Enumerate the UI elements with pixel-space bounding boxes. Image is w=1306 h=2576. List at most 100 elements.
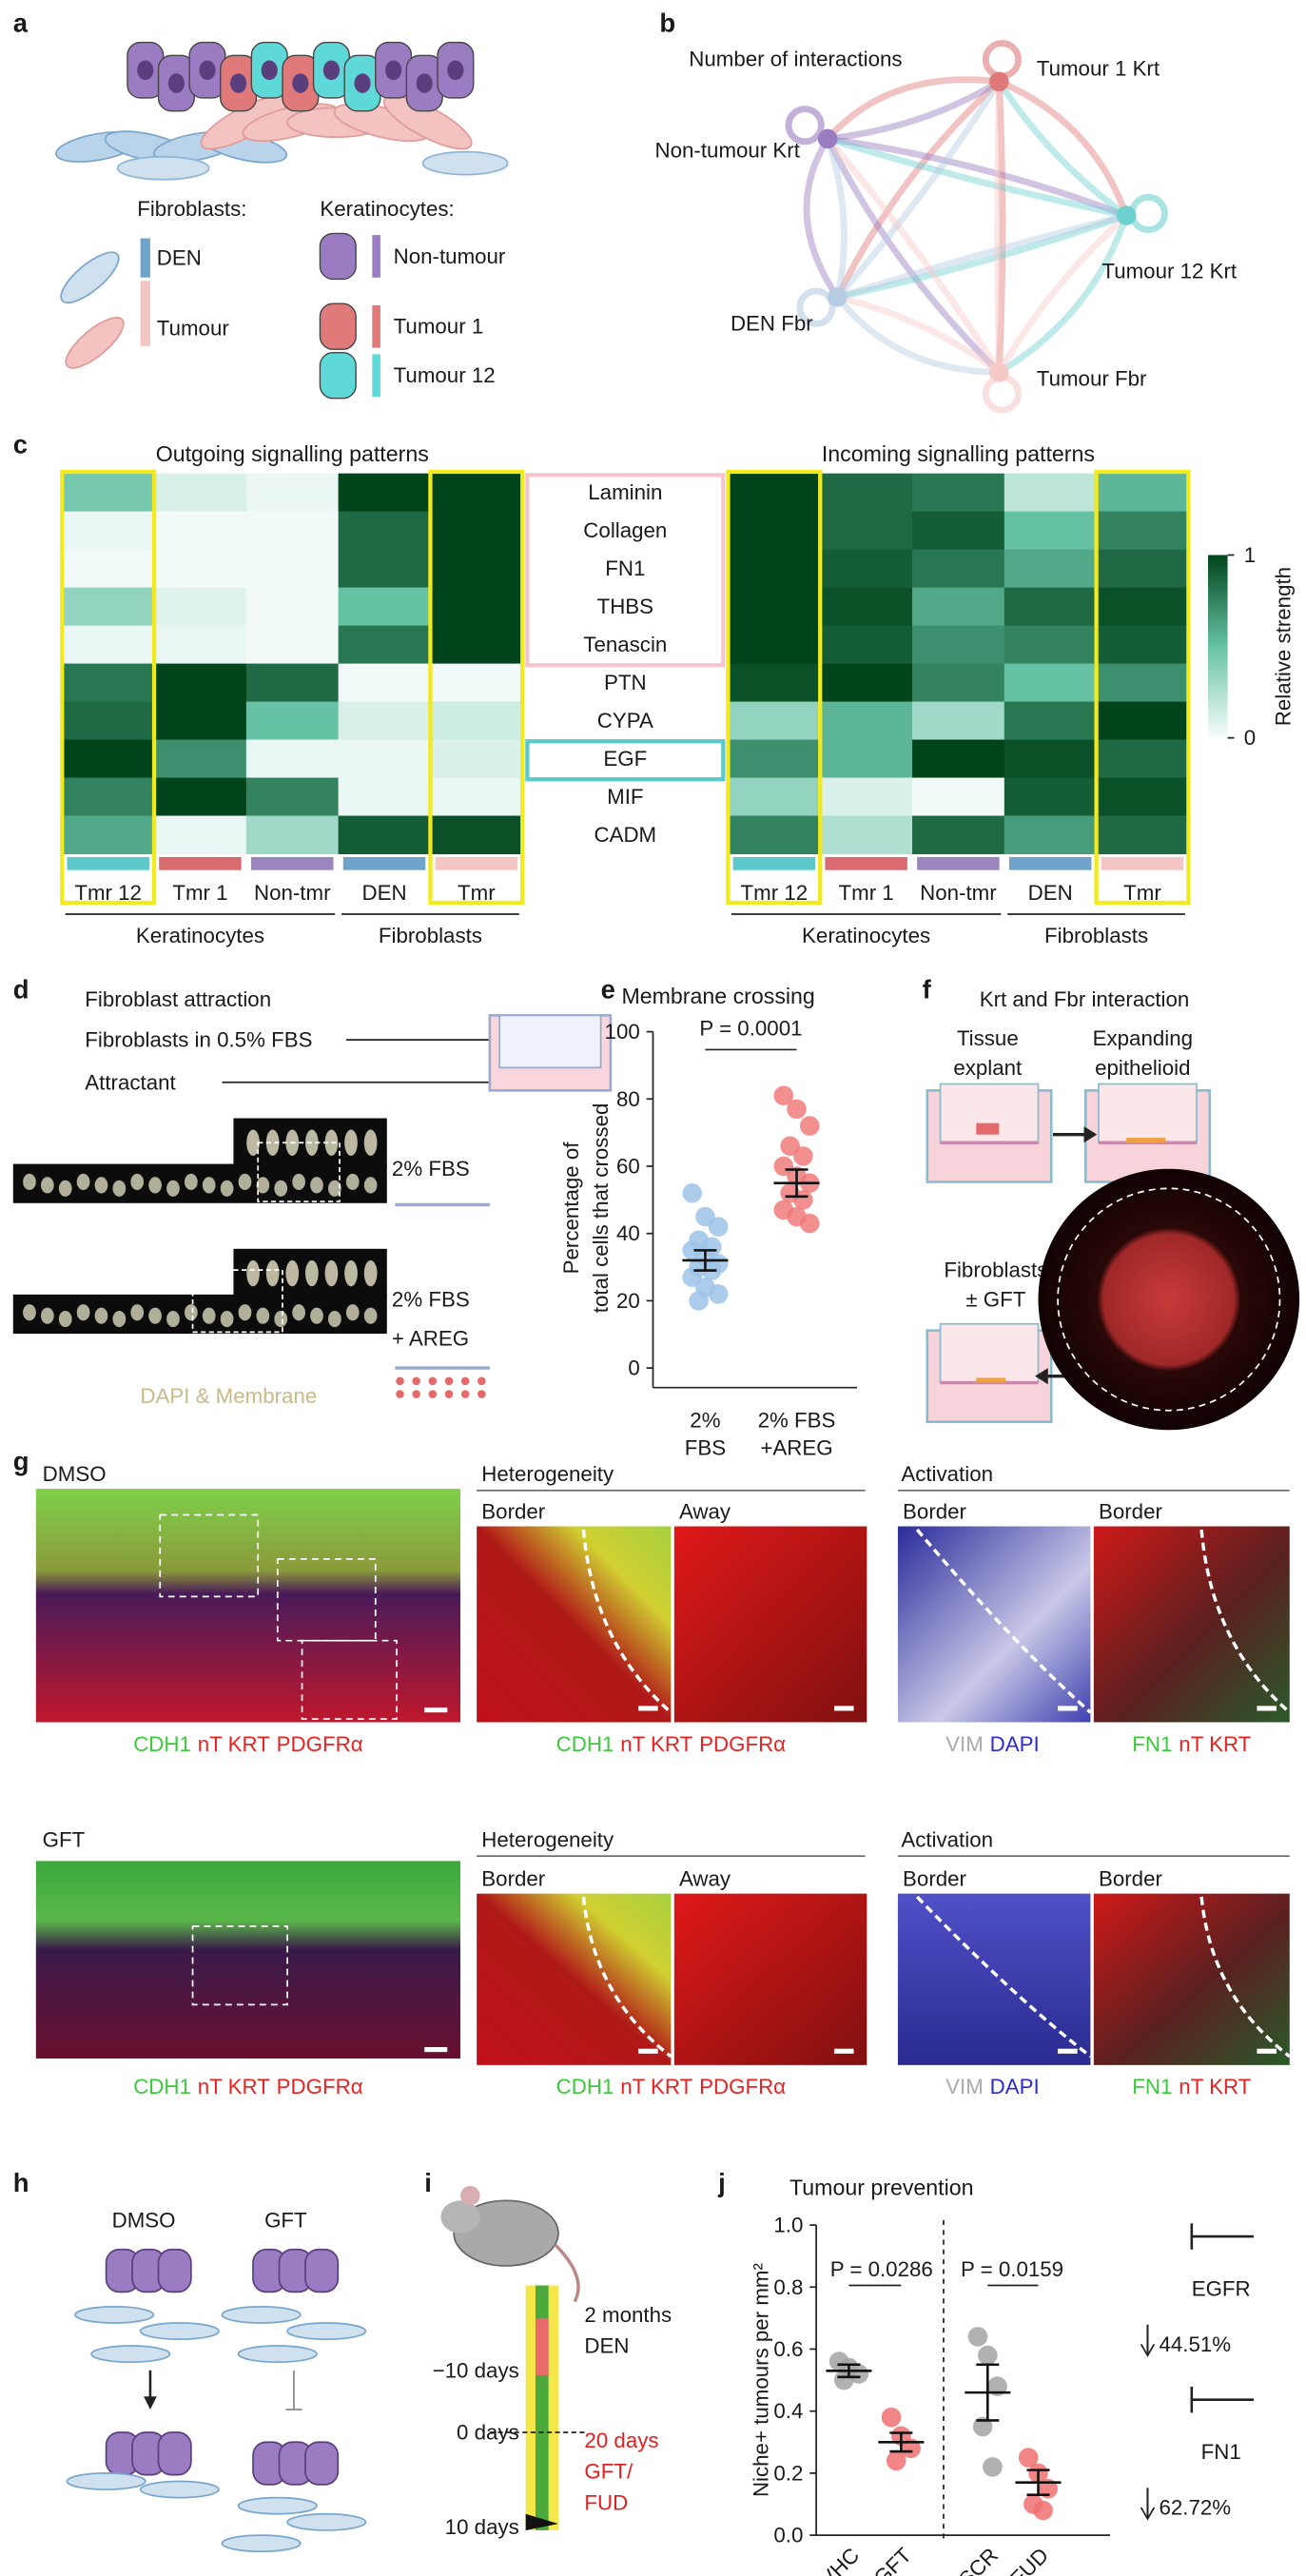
y-tick-label: 0.4 xyxy=(773,2399,803,2423)
interaction-edge xyxy=(994,81,1003,373)
label: GFT xyxy=(43,1828,86,1852)
attractant-dot xyxy=(460,1390,470,1398)
nucleus xyxy=(166,1180,180,1197)
mouse-tail xyxy=(554,2243,580,2303)
heatmap-cell xyxy=(728,777,821,817)
heatmap-cell xyxy=(245,777,340,817)
nucleus xyxy=(310,1177,323,1194)
micrograph xyxy=(35,1861,461,2059)
heatmap-cell xyxy=(728,625,821,665)
panel-label: c xyxy=(13,429,28,459)
colorbar-tick-label: 1 xyxy=(1244,543,1256,567)
heatmap-cell xyxy=(154,701,247,741)
interaction-edge xyxy=(995,81,1006,373)
heatmap-cell xyxy=(62,739,155,779)
data-point xyxy=(793,1146,813,1166)
x-tick-label: VHC xyxy=(815,2543,864,2576)
interaction-edge xyxy=(997,78,1130,217)
interaction-edge xyxy=(803,137,841,300)
cell xyxy=(261,60,278,81)
cell xyxy=(137,60,154,81)
stain-caption: VIM DAPI xyxy=(945,2075,1040,2098)
heatmap-cell xyxy=(245,815,340,855)
p-value: P = 0.0286 xyxy=(830,2257,933,2281)
heatmap-cell xyxy=(338,777,431,817)
column-swatch xyxy=(825,856,907,870)
scale-bar xyxy=(424,1708,448,1713)
heatmap-cell xyxy=(1096,511,1189,551)
label: ± GFT xyxy=(965,1288,1025,1312)
nucleus xyxy=(166,1311,180,1328)
nucleus xyxy=(363,1177,378,1194)
nucleus xyxy=(256,1177,270,1194)
label: epithelioid xyxy=(1095,1056,1190,1080)
label: Away xyxy=(679,1867,731,1891)
row-label: PTN xyxy=(604,671,647,694)
row-label: EGF xyxy=(603,747,647,771)
label: Tumour xyxy=(157,316,230,340)
label: Non-tumour xyxy=(394,244,506,268)
row-label: MIF xyxy=(607,785,643,809)
nucleus xyxy=(94,1177,108,1194)
nucleus xyxy=(292,1304,305,1321)
panel-label: g xyxy=(13,1446,29,1475)
label: Activation xyxy=(901,1462,993,1486)
heatmap-cell xyxy=(430,815,523,855)
nucleus xyxy=(112,1180,127,1197)
node xyxy=(1116,205,1137,225)
y-tick-label: 0.6 xyxy=(773,2337,803,2361)
attractant-dot xyxy=(444,1376,454,1386)
column-label: Non-tmr xyxy=(254,881,331,905)
label: DMSO xyxy=(43,1462,107,1486)
label: Heterogeneity xyxy=(481,1828,614,1852)
y-axis-label: total cells that crossed xyxy=(589,1103,613,1314)
stain-name: VIM xyxy=(945,1731,984,1755)
label: Krt and Fbr interaction xyxy=(980,987,1190,1011)
x-tick-label: GFT xyxy=(869,2543,916,2576)
stain-name: CDH1 xyxy=(133,2075,191,2098)
data-point xyxy=(708,1217,729,1237)
label: GFT xyxy=(264,2208,307,2232)
column-label: DEN xyxy=(1028,881,1073,905)
zoom-box xyxy=(301,1639,398,1720)
nucleus xyxy=(246,1259,260,1287)
zoom-box xyxy=(159,1513,260,1598)
column-label: Tmr 1 xyxy=(172,881,227,905)
nucleus xyxy=(363,1129,378,1156)
y-axis-label: Percentage of xyxy=(559,1142,583,1275)
data-point xyxy=(689,1291,709,1311)
nucleus xyxy=(202,1177,216,1194)
nucleus xyxy=(238,1304,252,1321)
explant-image xyxy=(1038,1168,1300,1431)
column-swatch xyxy=(435,856,518,870)
panel-label: h xyxy=(13,2168,29,2197)
fibroblast xyxy=(139,2480,220,2499)
label: + AREG xyxy=(392,1327,469,1351)
stain-name: DAPI xyxy=(990,1731,1040,1755)
micrograph xyxy=(897,1526,1091,1723)
scale-bar xyxy=(23,1345,40,1351)
fibroblast xyxy=(66,2472,146,2490)
label: explant xyxy=(953,1056,1023,1080)
heatmap-cell xyxy=(1004,663,1098,703)
heatmap-cell xyxy=(62,777,155,817)
column-label: DEN xyxy=(361,881,406,905)
cell xyxy=(385,60,402,81)
label: Attractant xyxy=(85,1070,176,1094)
border-line xyxy=(1199,1529,1291,1714)
heatmap-cell xyxy=(430,663,523,703)
column-swatch xyxy=(67,856,149,870)
heatmap-cell xyxy=(338,815,431,855)
label: Non-tumour Krt xyxy=(655,138,801,162)
column-swatch xyxy=(250,856,334,870)
scale-bar xyxy=(638,2048,658,2054)
stain-caption: CDH1 nT KRT PDGFRα xyxy=(133,1731,363,1755)
micrograph xyxy=(477,1526,672,1723)
heatmap-cell xyxy=(1004,777,1098,817)
insert xyxy=(939,1322,1040,1384)
keratinocyte xyxy=(157,2248,192,2293)
fibroblast xyxy=(421,150,509,176)
interaction-edge xyxy=(825,76,1000,142)
panel-label: f xyxy=(923,974,932,1004)
nucleus xyxy=(327,1180,341,1197)
